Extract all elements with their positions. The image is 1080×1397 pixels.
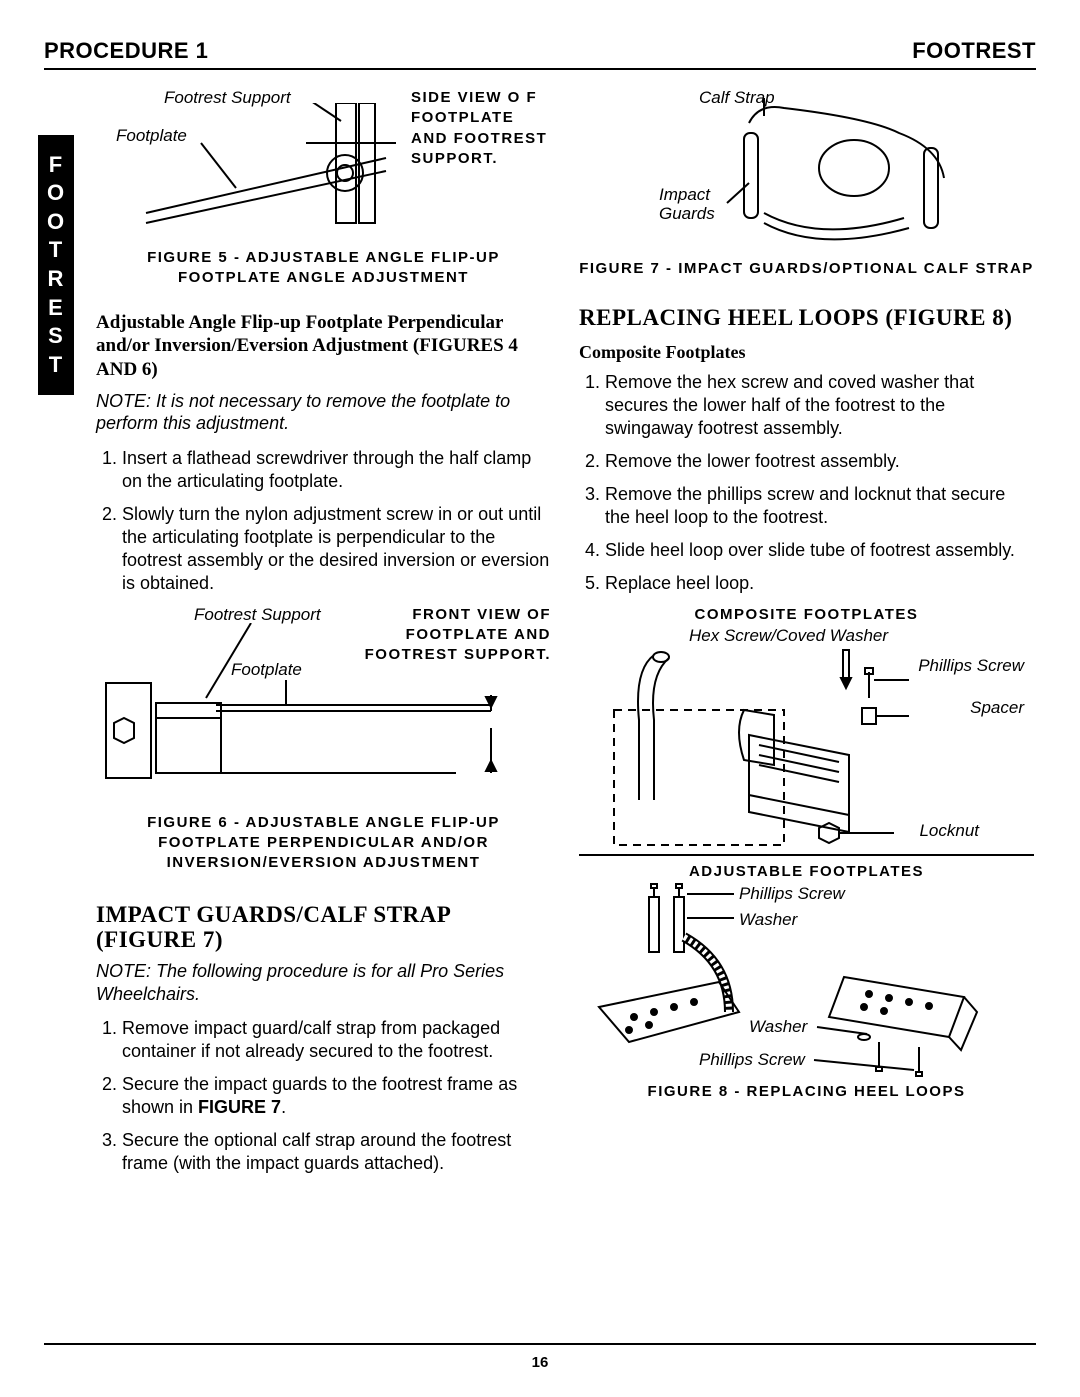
page-number: 16 <box>0 1354 1080 1371</box>
list-item: Remove impact guard/calf strap from pack… <box>122 1017 551 1063</box>
footer-rule <box>44 1343 1036 1345</box>
fig7-line-drawing <box>709 98 999 253</box>
fig8-title-adjustable: ADJUSTABLE FOOTPLATES <box>579 862 1034 882</box>
right-column: Calf Strap Impact Guards FIGURE 7 - IMPA… <box>579 88 1034 1185</box>
replacing-heading: REPLACING HEEL LOOPS (FIGURE 8) <box>579 305 1034 330</box>
list-item: Remove the lower footrest assembly. <box>605 450 1034 473</box>
fig6-label-support: Footrest Support <box>194 605 321 625</box>
fig7-caption: FIGURE 7 - IMPACT GUARDS/OPTIONAL CALF S… <box>579 259 1034 279</box>
adjustable-steps: Insert a flathead screwdriver through th… <box>96 447 551 595</box>
fig5-line-drawing <box>106 103 406 238</box>
impact-steps: Remove impact guard/calf strap from pack… <box>96 1017 551 1175</box>
list-item: Replace heel loop. <box>605 572 1034 595</box>
list-item: Insert a flathead screwdriver through th… <box>122 447 551 493</box>
header-left: PROCEDURE 1 <box>44 38 208 64</box>
page-header: PROCEDURE 1 FOOTREST <box>44 38 1036 70</box>
composite-subhead: Composite Footplates <box>579 341 1034 364</box>
adjustable-note: NOTE: It is not necessary to remove the … <box>96 390 551 435</box>
left-column: SIDE VIEW O F FOOTPLATE AND FOOTREST SUP… <box>96 88 551 1185</box>
composite-steps: Remove the hex screw and coved washer th… <box>579 371 1034 595</box>
adjustable-heading: Adjustable Angle Flip-up Footplate Perpe… <box>96 311 551 382</box>
fig8-caption: FIGURE 8 - REPLACING HEEL LOOPS <box>579 1082 1034 1102</box>
side-tab: FOOTREST <box>38 135 74 395</box>
fig5-block-title: SIDE VIEW O F FOOTPLATE AND FOOTREST SUP… <box>411 88 551 169</box>
list-item: Secure the optional calf strap around th… <box>122 1129 551 1175</box>
list-item: Slide heel loop over slide tube of footr… <box>605 539 1034 562</box>
fig8-adj-drawing <box>579 882 1034 1082</box>
figure-8-adjustable: Phillips Screw Washer Washer Phillips Sc… <box>579 882 1034 1082</box>
figure-5: SIDE VIEW O F FOOTPLATE AND FOOTREST SUP… <box>96 88 551 238</box>
fig5-caption: FIGURE 5 - ADJUSTABLE ANGLE FLIP-UP FOOT… <box>96 248 551 289</box>
list-item: Slowly turn the nylon adjustment screw i… <box>122 503 551 595</box>
figure-6: Footrest Support FRONT VIEW OF FOOTPLATE… <box>96 605 551 805</box>
list-item: Remove the phillips screw and locknut th… <box>605 483 1034 529</box>
figure-8-composite: Hex Screw/Coved Washer Phillips Screw Sp… <box>579 626 1034 856</box>
header-right: FOOTREST <box>912 38 1036 64</box>
fig6-caption: FIGURE 6 - ADJUSTABLE ANGLE FLIP-UP FOOT… <box>96 813 551 874</box>
fig8-comp-drawing <box>599 640 1019 850</box>
fig8-title-composite: COMPOSITE FOOTPLATES <box>579 605 1034 625</box>
list-item: Secure the impact guards to the footrest… <box>122 1073 551 1119</box>
impact-heading: IMPACT GUARDS/CALF STRAP (FIGURE 7) <box>96 902 551 953</box>
figure-7: Calf Strap Impact Guards <box>579 88 1034 253</box>
list-item: Remove the hex screw and coved washer th… <box>605 371 1034 440</box>
fig6-line-drawing <box>96 623 551 803</box>
impact-note: NOTE: The following procedure is for all… <box>96 960 551 1005</box>
